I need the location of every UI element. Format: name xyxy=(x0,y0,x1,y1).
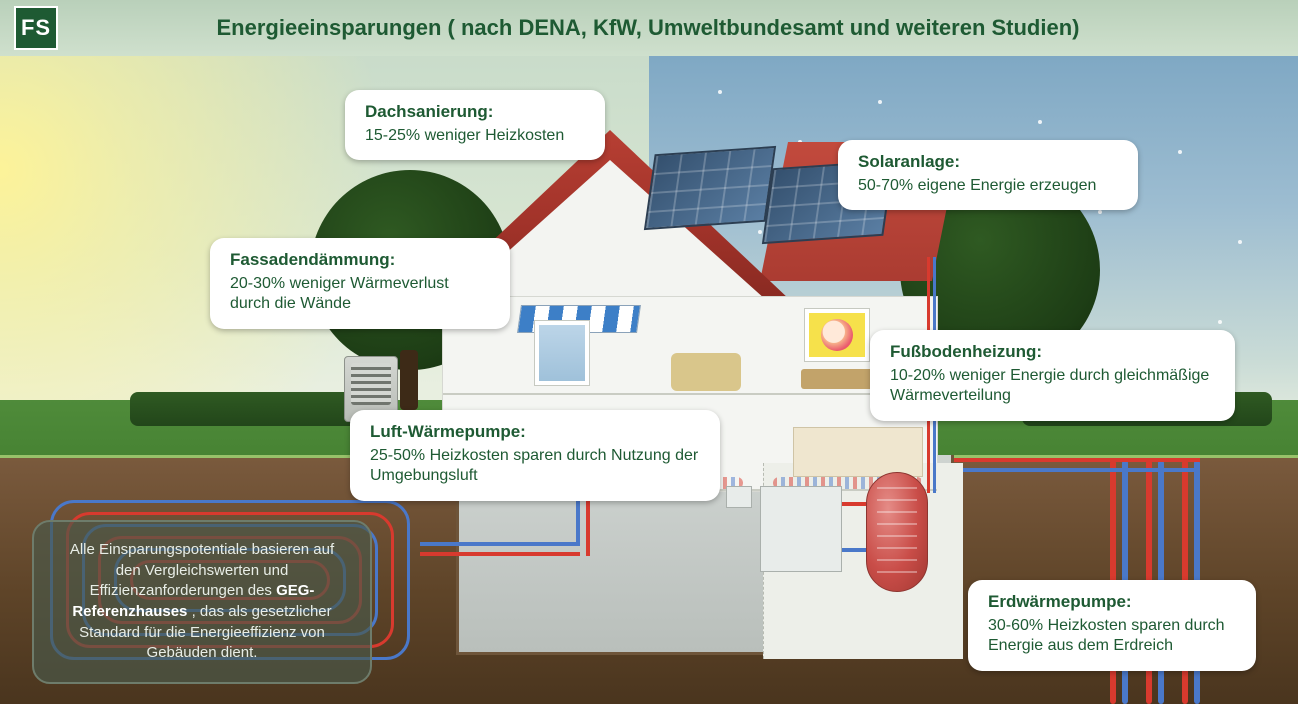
header: FS Energieeinsparungen ( nach DENA, KfW,… xyxy=(0,0,1298,56)
callout-title: Fußbodenheizung: xyxy=(890,342,1215,362)
pipe-hot xyxy=(586,500,590,556)
callout-title: Dachsanierung: xyxy=(365,102,585,122)
buffer-tank xyxy=(866,472,928,592)
callout-luft: Luft-Wärmepumpe: 25-50% Heizkosten spare… xyxy=(350,410,720,501)
control-box xyxy=(726,486,752,508)
callout-erd: Erdwärmepumpe: 30-60% Heizkosten sparen … xyxy=(968,580,1256,671)
hedge-left xyxy=(130,392,380,426)
note-box: Alle Einsparungspotentiale basieren auf … xyxy=(32,520,372,684)
tvstand xyxy=(801,369,873,389)
window xyxy=(535,321,589,385)
pipe-cold xyxy=(576,500,580,546)
sofa xyxy=(671,363,741,391)
callout-dach: Dachsanierung: 15-25% weniger Heizkosten xyxy=(345,90,605,160)
callout-solar: Solaranlage: 50-70% eigene Energie erzeu… xyxy=(838,140,1138,210)
callout-text: 30-60% Heizkosten sparen durch Energie a… xyxy=(988,616,1236,657)
callout-title: Solaranlage: xyxy=(858,152,1118,172)
floor-upper xyxy=(443,393,937,395)
callout-text: 20-30% weniger Wärmeverlust durch die Wä… xyxy=(230,274,490,315)
callout-fuss: Fußbodenheizung: 10-20% weniger Energie … xyxy=(870,330,1235,421)
callout-title: Erdwärmepumpe: xyxy=(988,592,1236,612)
kitchen-block xyxy=(793,427,923,477)
pipe-cold xyxy=(842,548,866,552)
heatpump-indoor xyxy=(760,486,842,572)
pipe-hot xyxy=(842,502,866,506)
callout-title: Fassadendämmung: xyxy=(230,250,490,270)
callout-text: 50-70% eigene Energie erzeugen xyxy=(858,176,1118,196)
page-title: Energieeinsparungen ( nach DENA, KfW, Um… xyxy=(58,15,1298,41)
callout-text: 15-25% weniger Heizkosten xyxy=(365,126,585,146)
pipe-hot xyxy=(420,552,580,556)
tree-trunk xyxy=(400,350,418,410)
callout-text: 25-50% Heizkosten sparen durch Nutzung d… xyxy=(370,446,700,487)
pipe-cold xyxy=(420,542,580,546)
callout-text: 10-20% weniger Energie durch gleichmäßig… xyxy=(890,366,1215,407)
callout-fassade: Fassadendämmung: 20-30% weniger Wärmever… xyxy=(210,238,510,329)
logo-badge: FS xyxy=(14,6,58,50)
callout-title: Luft-Wärmepumpe: xyxy=(370,422,700,442)
solar-panel xyxy=(644,146,776,230)
wall-picture xyxy=(805,309,869,361)
